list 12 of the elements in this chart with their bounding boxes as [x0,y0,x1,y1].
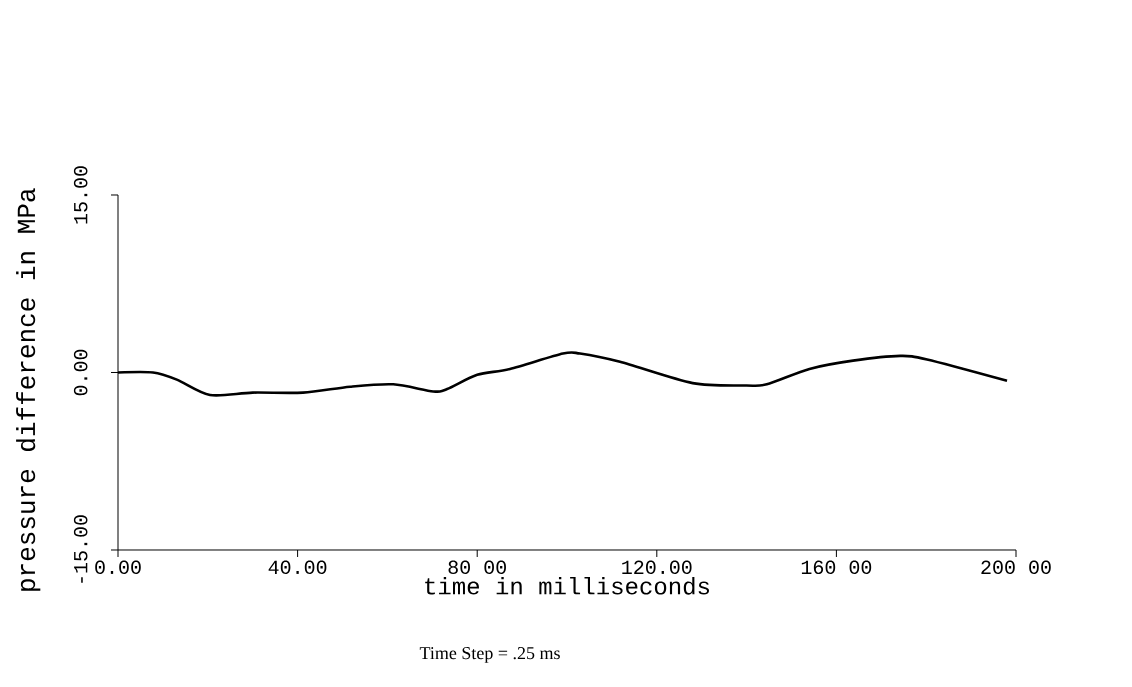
x-axis-title: time in milliseconds [425,576,709,595]
x-tick-label: 0.00 [95,560,141,575]
x-tick-label: 40.00 [268,560,327,575]
y-axis-title: pressure difference in MPa [16,188,41,591]
y-tick-label: -15.00 [73,515,88,583]
y-tick-label: 0.00 [73,349,88,396]
x-tick-label: 160 00 [801,560,872,575]
y-tick-label: 15.00 [73,166,88,224]
x-tick-label: 200 00 [981,560,1051,575]
text: Time Step = .25 ms [419,647,560,663]
x-tick-label: 120.00 [622,560,692,575]
x-tick-label: 80 00 [448,560,506,575]
